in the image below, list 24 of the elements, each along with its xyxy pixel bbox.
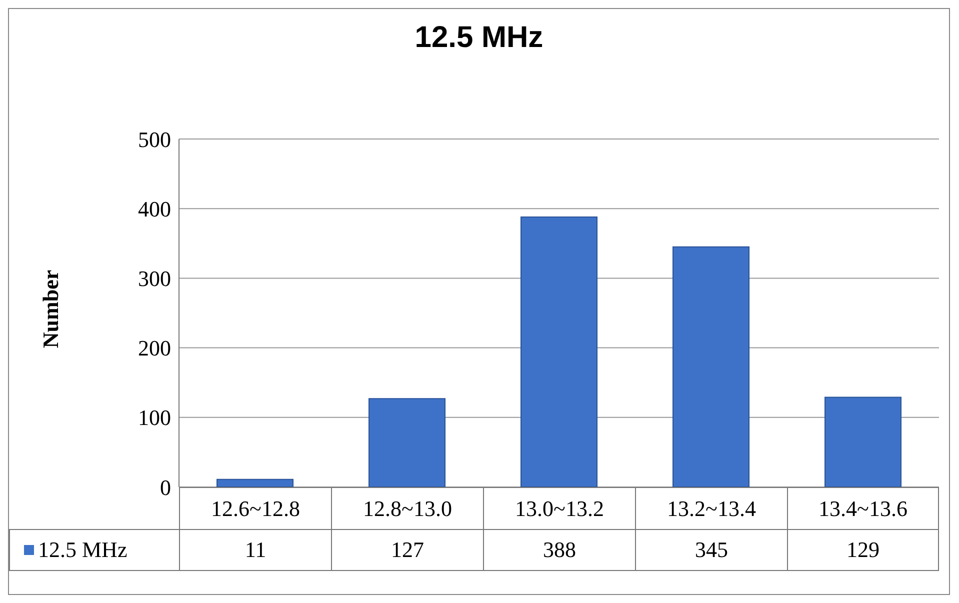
data-label: 388 [483, 529, 635, 571]
bar [672, 246, 750, 487]
bar [520, 216, 598, 487]
bar [368, 398, 446, 487]
bar [216, 478, 294, 487]
chart-title: 12.5 MHz [414, 21, 544, 55]
data-label: 127 [331, 529, 483, 571]
x-tick-label: 13.4~13.6 [787, 487, 939, 529]
data-label: 129 [787, 529, 939, 571]
x-tick-label: 12.8~13.0 [331, 487, 483, 529]
data-label: 11 [179, 529, 331, 571]
y-tick-label: 200 [138, 336, 171, 361]
y-tick-label: 400 [138, 196, 171, 222]
y-tick-label: 300 [138, 266, 171, 292]
y-tick-label: 500 [138, 126, 171, 152]
bar [824, 396, 902, 487]
data-label: 345 [635, 529, 787, 571]
x-tick-label: 13.0~13.2 [483, 487, 635, 529]
x-tick-label: 12.6~12.8 [179, 487, 331, 529]
legend-label: 12.5 MHz [9, 529, 179, 571]
x-tick-label: 13.2~13.4 [635, 487, 787, 529]
y-tick-label: 100 [138, 405, 171, 430]
y-axis-title: Number [38, 268, 64, 350]
y-tick-label: 0 [160, 474, 171, 500]
